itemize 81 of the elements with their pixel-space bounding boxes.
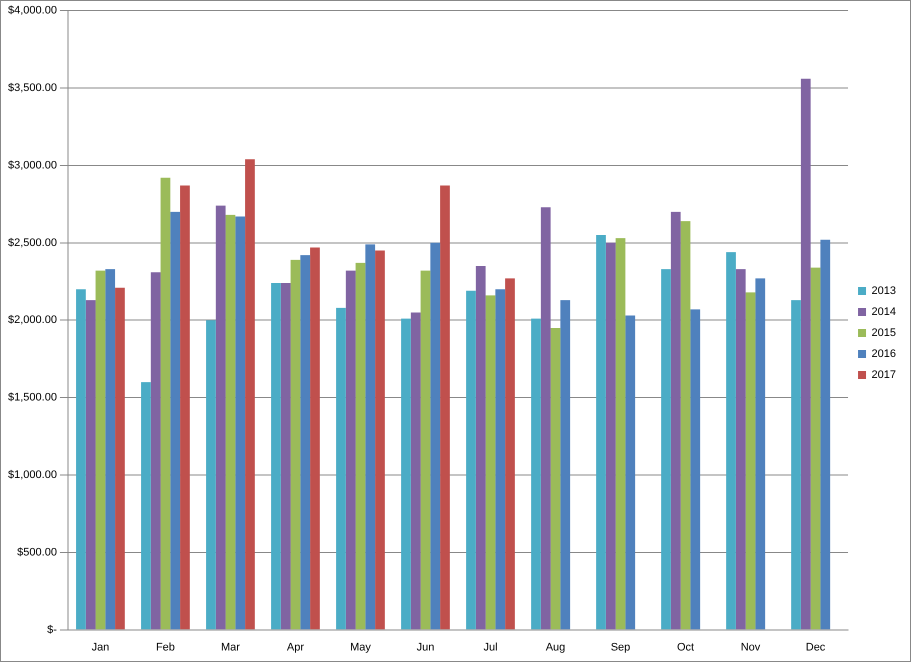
bar [86, 300, 96, 630]
bar [800, 78, 811, 630]
bar [680, 221, 690, 630]
y-tick-label: $2,000.00 [8, 314, 57, 326]
x-tick-label: Sep [610, 641, 630, 654]
bar [115, 288, 125, 630]
bar [216, 206, 226, 630]
bar [401, 318, 411, 630]
legend-label: 2013 [872, 285, 896, 298]
bar [336, 308, 346, 630]
bar [235, 216, 246, 630]
bar [550, 328, 560, 630]
bar [791, 300, 801, 630]
x-tick-label: Mar [220, 641, 240, 654]
bar [820, 240, 830, 630]
x-tick-label: Dec [806, 641, 826, 654]
bar [505, 278, 515, 630]
bar [726, 252, 736, 630]
bar [690, 309, 700, 630]
bar [356, 262, 366, 630]
bar [540, 207, 551, 630]
bar [141, 382, 151, 630]
bar [755, 278, 766, 630]
y-tick-label: $3,500.00 [8, 82, 57, 94]
legend-label: 2017 [872, 369, 896, 382]
bar [736, 269, 746, 630]
bar [226, 214, 236, 630]
bar [346, 270, 356, 630]
bar [180, 186, 190, 630]
bar [440, 186, 450, 630]
bar [661, 269, 671, 630]
bar [170, 212, 180, 630]
bar [486, 295, 496, 630]
bar [280, 283, 291, 630]
x-tick-label: May [350, 641, 372, 654]
bar [746, 292, 756, 630]
bar [560, 300, 570, 630]
bar [105, 269, 116, 630]
bar [290, 260, 300, 630]
y-tick-label: $1,500.00 [8, 392, 57, 404]
bar [466, 290, 476, 630]
x-tick-label: Jun [416, 641, 434, 654]
bar [430, 242, 440, 630]
y-tick-label: $1,000.00 [8, 469, 57, 482]
bar [310, 247, 320, 630]
bar [76, 289, 86, 630]
x-tick-label: Apr [286, 641, 304, 654]
y-tick-label: $500.00 [17, 546, 57, 558]
x-tick-label: Oct [676, 641, 694, 654]
y-tick-label: $2,500.00 [8, 236, 57, 249]
x-tick-label: Feb [156, 641, 175, 654]
y-tick-label: $- [47, 624, 58, 636]
x-tick-label: Aug [546, 641, 566, 654]
y-tick-label: $3,000.00 [8, 159, 57, 172]
legend-label: 2014 [872, 306, 896, 318]
bar [596, 235, 606, 630]
x-tick-label: Jul [483, 641, 498, 654]
bar [476, 266, 486, 630]
bar [606, 242, 616, 630]
bar [616, 238, 626, 630]
bar [300, 255, 310, 630]
bar [365, 244, 376, 630]
bar [625, 316, 636, 630]
bar [531, 318, 541, 630]
legend-label: 2015 [872, 327, 896, 340]
bar [150, 272, 161, 630]
bar [495, 289, 506, 630]
bar [810, 268, 820, 630]
bar [410, 312, 421, 630]
legend-label: 2016 [872, 348, 896, 360]
bar [420, 270, 430, 630]
y-tick-label: $4,000.00 [8, 4, 57, 17]
bar [271, 283, 281, 630]
bar [375, 250, 385, 630]
bar [245, 159, 255, 630]
bar [206, 320, 216, 630]
bar [670, 212, 681, 630]
bar [160, 178, 170, 630]
x-tick-label: Nov [740, 641, 761, 654]
bar [96, 270, 106, 630]
x-tick-label: Jan [92, 641, 110, 654]
